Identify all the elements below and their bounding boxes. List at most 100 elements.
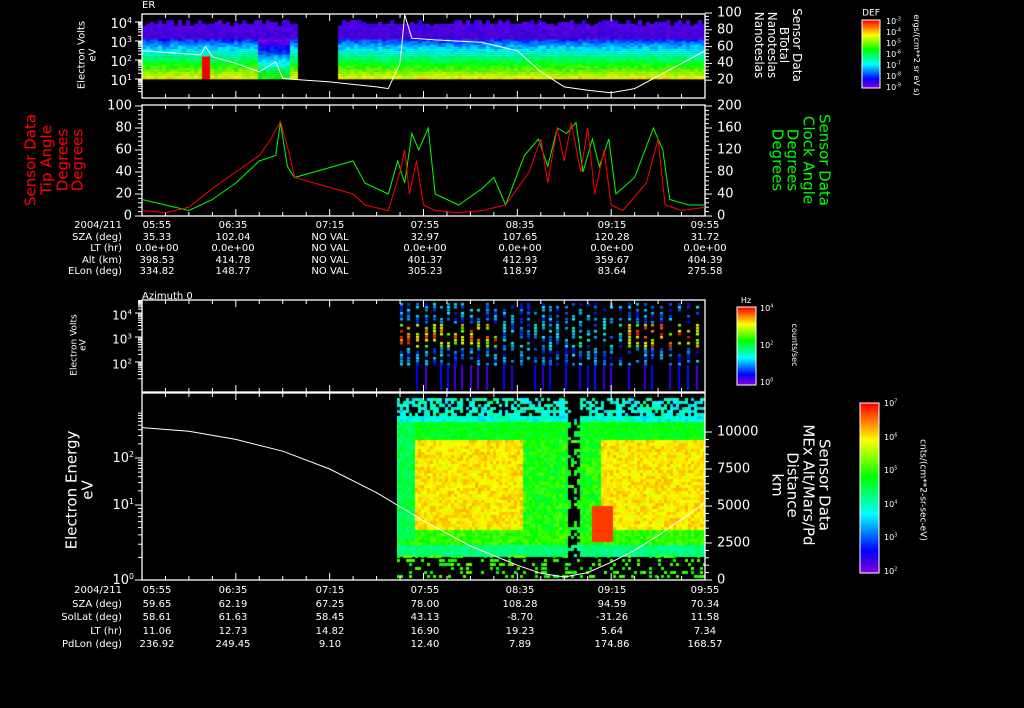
orbit-table-top-cell: 0.0e+00 bbox=[498, 243, 542, 254]
er-y2-tick-label: 60 bbox=[717, 39, 734, 55]
er-y2-axis-label-line: BTotal bbox=[777, 26, 792, 64]
er-y-tick-label: 103 bbox=[110, 34, 132, 52]
flux-colorbar-tick-label: 102 bbox=[884, 567, 898, 576]
orbit-table-bottom-row-label: SZA (deg) bbox=[72, 598, 122, 610]
def-colorbar bbox=[862, 20, 880, 88]
tip-angle-tick-label: 60 bbox=[115, 142, 132, 158]
def-colorbar-frame bbox=[861, 19, 881, 89]
orbit-table-top-cell: 102.04 bbox=[215, 231, 251, 243]
clock-angle-tick-label: 120 bbox=[717, 142, 742, 158]
electron-energy-y-tick-label: 101 bbox=[112, 496, 134, 514]
distance-axis-label-line: MEx Alt/Mars/Pd bbox=[799, 424, 818, 546]
orbit-table-top-cell: 06:35 bbox=[218, 220, 248, 231]
angles-panel-frame bbox=[141, 104, 706, 217]
orbit-table-top-cell: NO VAL bbox=[311, 266, 349, 277]
orbit-table-bottom-cell: 168.57 bbox=[687, 639, 723, 650]
orbit-table-bottom-cell: 09:15 bbox=[597, 585, 627, 596]
orbit-table-top-cell: 0.0e+00 bbox=[403, 243, 447, 254]
orbit-table-top-cell: 0.0e+00 bbox=[590, 243, 634, 254]
orbit-table-top-cell: 148.77 bbox=[215, 266, 251, 277]
orbit-table-bottom-cell: 09:55 bbox=[690, 585, 720, 596]
def-colorbar-tick-label: 10-6 bbox=[886, 50, 901, 59]
orbit-table-bottom-cell: 174.86 bbox=[594, 639, 630, 650]
azimuth0-y-tick-label: 102 bbox=[112, 356, 132, 372]
hz-colorbar bbox=[737, 307, 756, 385]
orbit-table-top-cell: 398.53 bbox=[139, 254, 175, 266]
orbit-table-top-cell: 414.78 bbox=[215, 254, 251, 266]
azimuth0-panel-frame bbox=[141, 299, 706, 393]
clock-angle-tick-label: 160 bbox=[717, 120, 742, 136]
er-y2-axis-label-line: Nanoteslas bbox=[752, 11, 767, 79]
orbit-table-top-cell: 0.0e+00 bbox=[211, 243, 255, 254]
orbit-table-bottom-cell: 05:55 bbox=[142, 585, 172, 596]
orbit-table-top-cell: 05:55 bbox=[142, 220, 172, 231]
orbit-table-top-cell: NO VAL bbox=[311, 231, 349, 243]
orbit-table-top-cell: 412.93 bbox=[502, 254, 538, 266]
er-y-tick-label: 102 bbox=[110, 53, 132, 71]
flux-colorbar-tick-label: 103 bbox=[884, 533, 898, 543]
distance-tick-label: 0 bbox=[717, 572, 726, 588]
azimuth0-panel-title: Azimuth 0 bbox=[142, 291, 193, 302]
orbit-table-bottom-cell: 9.10 bbox=[318, 639, 342, 650]
azimuth0-spectrogram bbox=[397, 300, 705, 392]
er-y-axis-label: Electron Volts eV bbox=[77, 21, 99, 89]
orbit-table-top-row-label: LT (hr) bbox=[90, 243, 122, 254]
orbit-table-top-cell: 09:55 bbox=[690, 220, 720, 231]
hz-colorbar-frame bbox=[736, 306, 757, 386]
clock-angle-axis-label-line: Sensor Data bbox=[815, 114, 834, 206]
er-spectrogram bbox=[142, 14, 705, 98]
hz-colorbar-tick-label: 104 bbox=[760, 304, 774, 313]
orbit-table-bottom-cell: 78.00 bbox=[410, 598, 440, 610]
distance-tick-label: 7500 bbox=[717, 461, 751, 477]
orbit-table-top-cell: NO VAL bbox=[311, 254, 349, 266]
clock-angle-tick-label: 80 bbox=[717, 164, 734, 180]
orbit-table-bottom-cell: 08:35 bbox=[505, 585, 535, 596]
altitude-line bbox=[141, 427, 706, 578]
orbit-table-top-cell: 404.39 bbox=[687, 254, 723, 266]
er-y-tick-label: 101 bbox=[110, 72, 132, 90]
orbit-table-top-cell: 83.64 bbox=[597, 266, 627, 277]
orbit-table-bottom-cell: 62.19 bbox=[218, 598, 248, 610]
azimuth0-y-axis-label: Electron Volts eV bbox=[70, 314, 90, 375]
clock-angle-axis-label-line: Clock Angle bbox=[799, 115, 818, 205]
orbit-table-bottom-cell: 16.90 bbox=[410, 625, 440, 637]
hz-colorbar-title: Hz bbox=[740, 296, 752, 305]
hz-colorbar-units-line: counts/sec bbox=[790, 323, 800, 367]
hz-colorbar-tick-label: 102 bbox=[760, 341, 774, 350]
distance-axis-label-line: Sensor Data bbox=[815, 438, 834, 531]
flux-colorbar-tick-label: 104 bbox=[884, 499, 898, 509]
orbit-table-bottom-cell: 11.06 bbox=[142, 625, 172, 637]
orbit-table-top-cell: 120.28 bbox=[594, 231, 630, 243]
orbit-table-bottom-row-label: LT (hr) bbox=[90, 625, 122, 637]
electron-energy-y-axis-label-line: eV bbox=[78, 480, 96, 500]
distance-axis-label-line: km bbox=[768, 473, 787, 497]
def-colorbar-tick-label: 10-4 bbox=[886, 28, 901, 37]
tip-angle-tick-label: 20 bbox=[115, 186, 132, 202]
er-y2-axis-label: Sensor Data BTotal Nanoteslas Nanoteslas bbox=[752, 8, 804, 82]
tip-angle-tick-label: 80 bbox=[115, 120, 132, 136]
orbit-table-bottom-cell: 07:15 bbox=[315, 585, 345, 596]
orbit-table-bottom-cell: 43.13 bbox=[410, 612, 440, 623]
azimuth0-y-tick-label: 104 bbox=[112, 307, 132, 323]
clock-angle-axis-label-line: Degrees bbox=[784, 128, 802, 192]
orbit-table-bottom-cell: -8.70 bbox=[507, 612, 533, 623]
flux-colorbar-units-line: cnts/(cm**2-sr-sec-eV) bbox=[917, 439, 928, 541]
def-colorbar-tick-label: 10-8 bbox=[886, 72, 901, 81]
orbit-table-top-row-label: ELon (deg) bbox=[68, 266, 122, 277]
orbit-table-top-cell: 0.0e+00 bbox=[135, 243, 179, 254]
orbit-table-bottom-cell: 07:55 bbox=[410, 585, 440, 596]
orbit-table-bottom-cell: 19.23 bbox=[505, 625, 535, 637]
def-colorbar-tick-label: 10-9 bbox=[886, 83, 901, 92]
orbit-table-bottom-cell: 61.63 bbox=[218, 612, 248, 623]
clock-angle-tick-label: 200 bbox=[717, 98, 742, 114]
orbit-table-top-cell: 08:35 bbox=[505, 220, 535, 231]
distance-axis-label: Sensor Data MEx Alt/Mars/Pd Distance km bbox=[768, 424, 834, 546]
distance-tick-label: 2500 bbox=[717, 535, 751, 551]
clock-angle-line bbox=[141, 121, 705, 212]
orbit-table-top-cell: 31.72 bbox=[690, 231, 720, 243]
orbit-table-top-cell: 0.0e+00 bbox=[683, 243, 727, 254]
def-colorbar-units: ergs/(cm**2 sr eV s) bbox=[912, 14, 921, 95]
distance-tick-label: 5000 bbox=[717, 498, 751, 514]
orbit-table-bottom-row-label: PdLon (deg) bbox=[61, 639, 122, 650]
